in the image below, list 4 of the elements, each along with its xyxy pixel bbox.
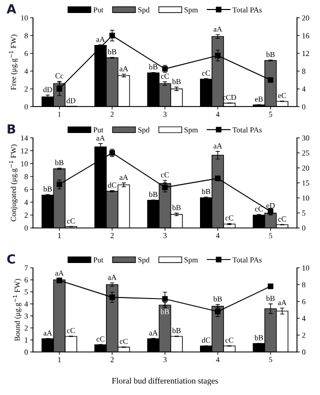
x-axis-title: Floral bud differentiation stages bbox=[112, 378, 218, 386]
chart-title: C bbox=[7, 254, 15, 264]
chart-title: A bbox=[6, 4, 16, 14]
chart-title: B bbox=[8, 124, 16, 134]
